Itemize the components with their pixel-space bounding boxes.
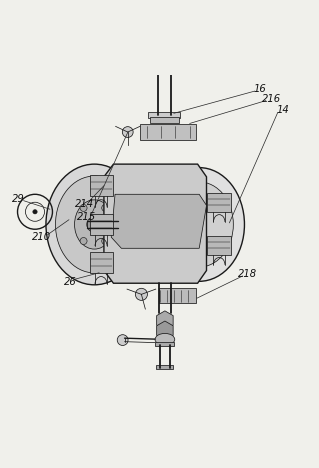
Circle shape xyxy=(102,238,109,244)
Text: 26: 26 xyxy=(63,277,76,286)
Polygon shape xyxy=(104,164,206,283)
Bar xyxy=(159,288,196,303)
Bar xyxy=(155,342,174,346)
Bar xyxy=(90,252,113,273)
Ellipse shape xyxy=(46,164,143,285)
Bar xyxy=(156,365,174,369)
Ellipse shape xyxy=(75,200,114,249)
Circle shape xyxy=(80,238,87,244)
Circle shape xyxy=(135,288,147,300)
Bar xyxy=(207,193,231,212)
Circle shape xyxy=(87,217,102,232)
Text: 29: 29 xyxy=(12,194,25,204)
Bar xyxy=(90,214,113,235)
Text: 218: 218 xyxy=(238,269,257,279)
Bar xyxy=(207,235,231,255)
Ellipse shape xyxy=(154,168,244,281)
Circle shape xyxy=(33,210,37,214)
Circle shape xyxy=(102,205,109,212)
Text: 210: 210 xyxy=(33,232,52,242)
Ellipse shape xyxy=(165,182,233,267)
Text: 215: 215 xyxy=(77,212,96,222)
Circle shape xyxy=(80,205,87,212)
Text: 214: 214 xyxy=(75,199,94,209)
Circle shape xyxy=(122,127,133,138)
Bar xyxy=(148,112,180,118)
Bar xyxy=(90,175,113,196)
Text: 216: 216 xyxy=(262,94,281,104)
Bar xyxy=(140,124,196,140)
Circle shape xyxy=(117,335,128,345)
Text: 16: 16 xyxy=(253,84,266,94)
Ellipse shape xyxy=(155,333,175,345)
Text: 14: 14 xyxy=(276,105,289,116)
Polygon shape xyxy=(111,194,206,249)
Circle shape xyxy=(192,218,206,232)
Ellipse shape xyxy=(56,176,133,273)
Bar xyxy=(150,117,179,123)
